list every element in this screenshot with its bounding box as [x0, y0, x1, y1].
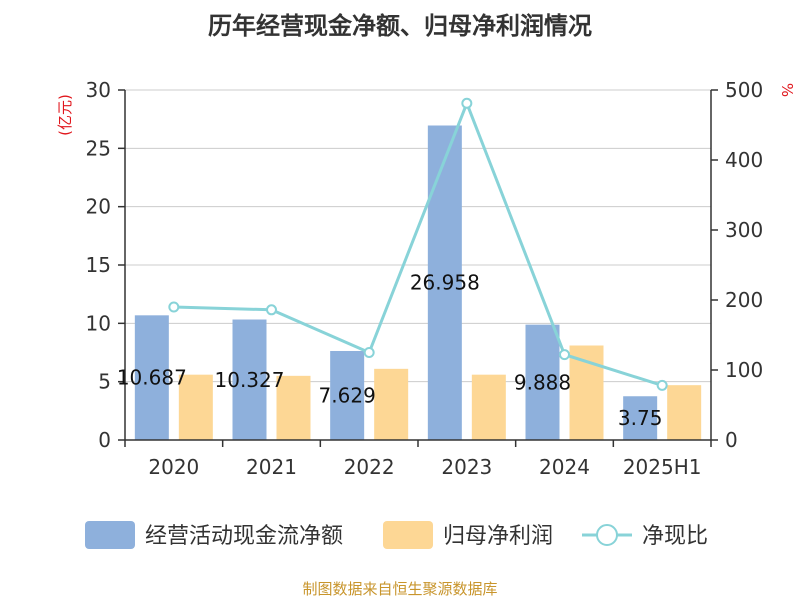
legend-net-profit-label: 归母净利润 — [443, 524, 553, 549]
legend-cash-flow-swatch — [85, 521, 135, 549]
cash-flow-bar — [427, 125, 462, 441]
ratio-point — [168, 301, 180, 313]
chart-title: 历年经营现金净额、归母净利润情况 — [208, 12, 592, 40]
cash-flow-bar — [330, 350, 365, 440]
cash-flow-value-label: 10.687 — [117, 366, 187, 390]
data-labels: 10.687 10.327 7.629 26.958 9.888 3.75 — [117, 271, 663, 430]
ratio-point — [656, 379, 668, 391]
legend: 经营活动现金流净额 归母净利润 净现比 — [85, 521, 708, 549]
x-tick-label: 2024 — [539, 455, 590, 479]
y-left-tick-label: 30 — [86, 78, 111, 102]
ratio-line-path — [173, 99, 663, 387]
legend-ratio-swatch-marker — [596, 524, 618, 546]
x-tick-label: 2022 — [344, 455, 395, 479]
y-right-tick-label: 200 — [725, 288, 763, 312]
ratio-point — [461, 97, 473, 109]
y-left-tick-label: 20 — [86, 195, 111, 219]
y-right-tick-label: 500 — [725, 78, 763, 102]
y-right-tick-label: 0 — [725, 428, 738, 452]
net-profit-bar — [374, 368, 409, 440]
legend-net-profit-swatch — [383, 521, 433, 549]
cash-flow-bar — [525, 324, 560, 440]
cash-flow-value-label: 3.75 — [618, 406, 663, 430]
net-profit-bar — [276, 375, 311, 440]
net-profit-bar — [178, 374, 213, 440]
net-profit-bar — [471, 374, 506, 440]
y-left-tick-label: 5 — [98, 370, 111, 394]
source-note: 制图数据来自恒生聚源数据库 — [302, 580, 498, 598]
y-left-tick-label: 0 — [98, 428, 111, 452]
cash-flow-value-label: 9.888 — [514, 370, 571, 394]
ratio-point — [363, 347, 375, 358]
bars — [134, 125, 702, 441]
cash-flow-value-label: 7.629 — [319, 383, 376, 407]
legend-ratio-label: 净现比 — [642, 524, 708, 549]
y-right-unit-label: % — [778, 83, 796, 97]
ratio-point — [559, 349, 570, 361]
x-tick-label: 2020 — [148, 455, 199, 479]
y-left-tick-label: 10 — [86, 311, 111, 335]
x-tick-label: 2021 — [246, 455, 297, 479]
net-profit-bar — [569, 345, 604, 440]
net-profit-bar — [667, 385, 702, 440]
cash-flow-bar — [623, 396, 658, 440]
cash-flow-value-label: 10.327 — [215, 368, 285, 392]
y-right-tick-label: 300 — [725, 218, 763, 242]
ratio-point — [266, 304, 277, 316]
x-tick-label: 2023 — [441, 455, 492, 479]
y-right-tick-label: 100 — [725, 358, 763, 382]
cash-flow-value-label: 26.958 — [410, 271, 480, 295]
y-left-tick-label: 15 — [86, 253, 111, 277]
legend-cash-flow-label: 经营活动现金流净额 — [145, 524, 343, 549]
ratio-line — [168, 97, 668, 391]
cash-flow-bar — [232, 319, 267, 440]
x-tick-label: 2025H1 — [623, 455, 702, 479]
y-left-tick-label: 25 — [86, 136, 111, 160]
grid-lines — [125, 89, 711, 383]
cash-flow-bar — [134, 315, 169, 440]
y-right-tick-label: 400 — [725, 148, 763, 172]
y-left-unit-label: (亿元) — [56, 94, 74, 136]
